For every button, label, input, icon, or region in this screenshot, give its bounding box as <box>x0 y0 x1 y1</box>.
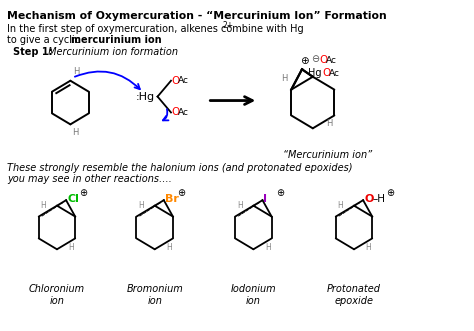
Text: to give a cyclic: to give a cyclic <box>7 35 83 45</box>
Text: These strongly resemble the halonium ions (and protonated epoxides): These strongly resemble the halonium ion… <box>7 163 353 173</box>
Text: ⊕: ⊕ <box>300 56 309 66</box>
Text: 2+: 2+ <box>223 21 234 30</box>
Text: Mercurinium ion formation: Mercurinium ion formation <box>46 47 179 57</box>
Text: O: O <box>319 55 328 66</box>
Text: H: H <box>237 201 243 210</box>
Text: H: H <box>69 243 74 252</box>
Text: H: H <box>326 119 332 128</box>
Text: Bromonium
ion: Bromonium ion <box>126 284 183 306</box>
Text: Hg: Hg <box>308 68 321 78</box>
Text: H: H <box>41 201 46 210</box>
FancyArrowPatch shape <box>163 109 168 120</box>
Text: O: O <box>171 108 179 118</box>
Text: O: O <box>322 68 330 78</box>
Text: mercurinium ion: mercurinium ion <box>71 35 162 45</box>
Text: H: H <box>281 74 287 83</box>
Text: Br: Br <box>165 194 179 204</box>
Text: H: H <box>365 243 371 252</box>
Text: Ac: Ac <box>326 56 337 65</box>
Text: H: H <box>138 201 144 210</box>
Text: Mechanism of Oxymercuration - “Mercurinium Ion” Formation: Mechanism of Oxymercuration - “Mercurini… <box>7 11 387 21</box>
Text: H: H <box>265 243 271 252</box>
Text: H: H <box>73 67 80 76</box>
FancyArrowPatch shape <box>75 71 140 89</box>
Text: ⊕: ⊕ <box>276 188 284 198</box>
Text: you may see in other reactions….: you may see in other reactions…. <box>7 174 172 184</box>
Text: Cl: Cl <box>67 194 79 204</box>
Text: :Hg: :Hg <box>136 92 155 102</box>
Text: –H: –H <box>373 194 386 204</box>
Text: O: O <box>364 194 374 204</box>
Text: In the first step of oxymercuration, alkenes combine with Hg: In the first step of oxymercuration, alk… <box>7 24 304 34</box>
Text: ⊕: ⊕ <box>80 188 88 198</box>
Text: O: O <box>171 76 179 86</box>
Text: I: I <box>264 194 267 204</box>
Text: ⊖: ⊖ <box>311 54 320 65</box>
Text: Ac: Ac <box>329 69 340 78</box>
Text: Ac: Ac <box>178 76 189 85</box>
Text: Step 1:: Step 1: <box>13 47 53 57</box>
Text: ⊕: ⊕ <box>177 188 185 198</box>
Text: Protonated
epoxide: Protonated epoxide <box>327 284 381 306</box>
Text: H: H <box>337 201 343 210</box>
Text: Iodonium
ion: Iodonium ion <box>230 284 276 306</box>
Text: H: H <box>73 128 79 137</box>
Text: H: H <box>166 243 172 252</box>
Text: “Mercurinium ion”: “Mercurinium ion” <box>283 150 372 160</box>
Text: Ac: Ac <box>178 108 189 117</box>
Text: Chloronium
ion: Chloronium ion <box>29 284 85 306</box>
Text: ⊕: ⊕ <box>386 188 394 198</box>
